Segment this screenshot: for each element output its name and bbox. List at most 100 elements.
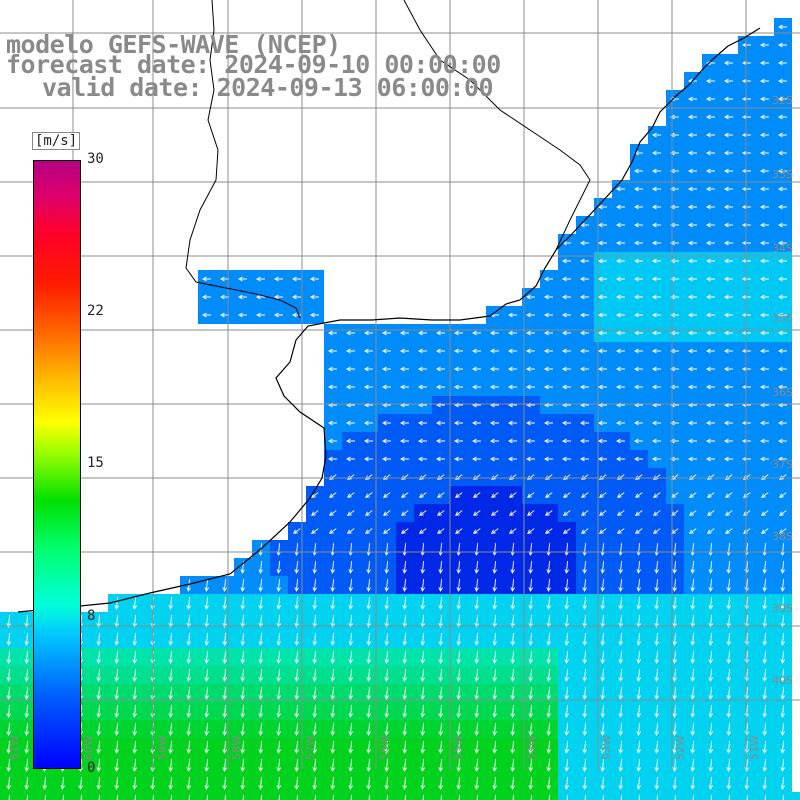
wind-arrow <box>348 542 354 556</box>
wind-arrow <box>761 528 769 534</box>
wind-arrow <box>546 740 552 754</box>
wind-arrow <box>778 366 787 372</box>
wind-arrow <box>652 348 661 354</box>
latitude-label: 37S <box>772 458 793 471</box>
field-cell <box>522 792 540 800</box>
wind-arrow <box>618 722 624 736</box>
wind-arrow <box>581 510 589 516</box>
wind-arrow <box>222 650 228 664</box>
wind-arrow <box>98 794 101 800</box>
wind-arrow <box>564 650 570 664</box>
wind-arrow <box>598 420 607 426</box>
wind-arrow <box>24 632 30 646</box>
wind-arrow <box>600 686 606 700</box>
wind-arrow <box>706 222 715 228</box>
wind-arrow <box>472 420 481 426</box>
wind-arrow <box>348 722 354 736</box>
wind-arrow <box>222 686 228 700</box>
wind-arrow <box>402 596 408 610</box>
wind-arrow <box>564 668 570 682</box>
wind-arrow <box>706 96 715 102</box>
wind-arrow <box>562 438 571 444</box>
wind-arrow <box>527 510 535 516</box>
wind-arrow <box>564 596 570 610</box>
wind-arrow <box>616 186 625 192</box>
wind-arrow <box>152 794 155 800</box>
wind-arrow <box>400 384 409 390</box>
wind-arrow <box>598 258 607 264</box>
wind-arrow <box>276 578 282 592</box>
wind-arrow <box>24 650 30 664</box>
wind-arrow <box>436 438 445 444</box>
wind-arrow <box>742 186 751 192</box>
wind-arrow <box>544 420 553 426</box>
wind-arrow <box>654 614 660 628</box>
wind-arrow <box>330 740 336 754</box>
wind-arrow <box>780 740 786 754</box>
wind-arrow <box>761 510 769 516</box>
wind-arrow <box>690 722 696 736</box>
wind-arrow <box>490 456 499 462</box>
wind-arrow <box>132 668 138 682</box>
wind-arrow <box>472 366 481 372</box>
wind-arrow <box>708 632 714 646</box>
wind-arrow <box>760 96 769 102</box>
wind-arrow <box>706 294 715 300</box>
wind-arrow <box>654 596 660 610</box>
wind-arrow <box>582 704 588 718</box>
wind-arrow <box>186 596 192 610</box>
wind-arrow <box>510 758 516 772</box>
wind-arrow <box>598 438 607 444</box>
wind-arrow <box>562 420 571 426</box>
wind-arrow <box>454 348 463 354</box>
wind-arrow <box>760 330 769 336</box>
wind-arrow <box>456 578 462 592</box>
wind-arrow <box>598 222 607 228</box>
wind-arrow <box>598 204 607 210</box>
wind-arrow <box>724 258 733 264</box>
wind-arrow <box>778 204 787 210</box>
wind-arrow <box>420 578 426 592</box>
wind-arrow <box>508 384 517 390</box>
wind-arrow <box>652 456 661 462</box>
field-cell <box>576 792 594 800</box>
wind-arrow <box>724 78 733 84</box>
wind-arrow <box>366 758 372 772</box>
wind-arrow <box>725 492 733 498</box>
colorbar-tick: 30 <box>87 151 104 167</box>
wind-arrow <box>276 686 282 700</box>
wind-arrow <box>294 686 300 700</box>
wind-arrow <box>634 240 643 246</box>
wind-arrow <box>132 632 138 646</box>
wind-arrow <box>384 650 390 664</box>
wind-arrow <box>636 596 642 610</box>
wind-arrow <box>563 528 571 534</box>
wind-arrow <box>365 492 373 498</box>
wind-arrow <box>762 740 768 754</box>
wind-arrow <box>402 776 408 790</box>
wind-arrow <box>114 668 120 682</box>
wind-arrow <box>778 150 787 156</box>
wind-arrow <box>672 560 678 574</box>
wind-arrow <box>706 114 715 120</box>
wind-arrow <box>780 776 786 790</box>
wind-arrow <box>364 348 373 354</box>
field-cell <box>540 792 558 800</box>
wind-arrow <box>600 542 606 556</box>
wind-arrow <box>473 492 481 498</box>
wind-arrow <box>346 366 355 372</box>
wind-arrow <box>599 474 607 480</box>
wind-arrow <box>96 740 102 754</box>
wind-arrow <box>510 578 516 592</box>
wind-arrow <box>742 348 751 354</box>
wind-arrow <box>366 704 372 718</box>
wind-arrow <box>707 528 715 534</box>
wind-arrow <box>24 686 30 700</box>
wind-arrow <box>652 438 661 444</box>
wind-arrow <box>348 740 354 754</box>
wind-arrow <box>708 578 714 592</box>
wind-arrow <box>438 758 444 772</box>
wind-arrow <box>472 438 481 444</box>
wind-arrow <box>544 456 553 462</box>
wind-arrow <box>312 686 318 700</box>
